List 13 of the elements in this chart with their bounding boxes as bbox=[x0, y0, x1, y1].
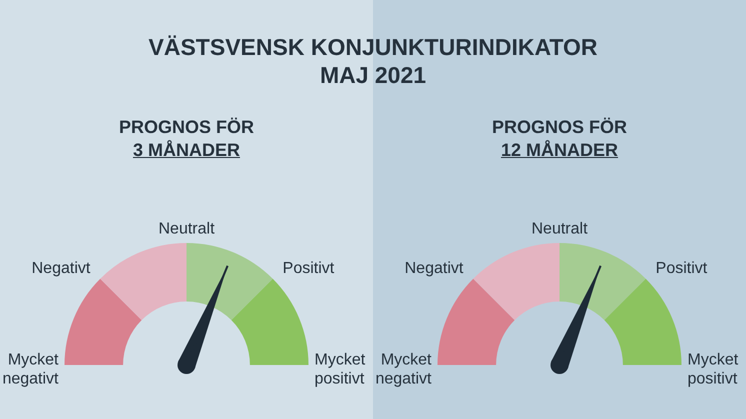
chart-subtitle: PROGNOS FÖR 12 MÅNADER bbox=[490, 116, 628, 162]
slice-label: Negativt bbox=[32, 260, 91, 278]
chart-title: VÄSTSVENSK KONJUNKTURINDIKATOR MAJ 2021 bbox=[148, 33, 598, 89]
chart-subtitle: PROGNOS FÖR 3 MÅNADER bbox=[118, 116, 255, 162]
slice-label: Positivt bbox=[282, 260, 335, 278]
slice-label: Mycket negativt bbox=[2, 351, 60, 388]
text: Neutralt bbox=[158, 220, 216, 238]
slice-label: Mycket positivt bbox=[314, 351, 366, 388]
text: Neutralt bbox=[531, 220, 588, 238]
slice-label: Negativt bbox=[404, 260, 464, 278]
slice-label: Mycket negativt bbox=[375, 351, 432, 388]
slice-label: Mycket positivt bbox=[688, 351, 739, 388]
slice-label: Positivt bbox=[656, 260, 708, 278]
